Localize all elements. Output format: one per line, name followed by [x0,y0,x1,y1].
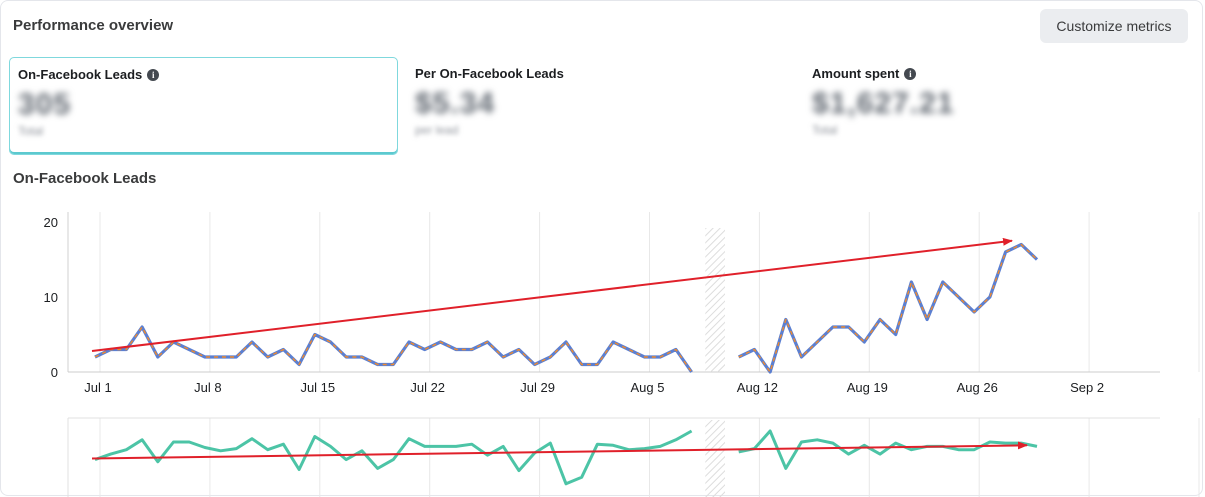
leads-series-line [94,325,693,373]
trend-arrow-up [91,237,1013,352]
chart-section-title: On-Facebook Leads [13,170,157,187]
gap-region [705,420,725,497]
metric-value: $5.34 [415,87,496,120]
x-tick-label: Jul 22 [410,380,445,395]
chart-grid [67,212,1200,497]
trend-arrow-down [91,441,1028,460]
y-tick-label: 0 [51,365,58,380]
x-tick-label: Jul 1 [84,380,111,395]
page-title: Performance overview [13,17,174,34]
metric-subtext: Total [18,124,44,138]
metric-subtext: Total [812,123,838,137]
x-tick-label: Aug 12 [737,380,778,395]
customize-metrics-button[interactable]: Customize metrics [1040,9,1188,43]
x-tick-label: Jul 15 [300,380,335,395]
metric-label-row: Amount spent i [812,66,1176,81]
metric-label-row: On-Facebook Leads i [18,67,389,82]
metric-card-leads[interactable]: On-Facebook Leads i 305 Total [9,57,398,155]
x-tick-label: Jul 8 [194,380,221,395]
leads-series-dash [94,326,693,373]
y-tick-label: 10 [44,290,58,305]
metric-label: Per On-Facebook Leads [415,66,564,81]
info-icon[interactable]: i [147,68,160,81]
info-icon[interactable]: i [904,67,917,80]
cost-series-line [94,429,693,486]
x-tick-label: Jul 29 [520,380,555,395]
leads-series-dash [738,243,1038,373]
gap-region [705,228,725,372]
x-tick-label: Aug 5 [631,380,665,395]
metric-card-cost-per-lead[interactable]: Per On-Facebook Leads $5.34 per lead [407,57,787,155]
x-tick-label: Sep 2 [1070,380,1104,395]
metric-subtext: per lead [415,123,459,137]
y-tick-label: 20 [44,215,58,230]
x-tick-label: Aug 26 [957,380,998,395]
metric-value: 305 [18,88,72,121]
metric-value: $1,627.21 [812,87,955,120]
cost-series-line [738,429,1038,470]
metric-card-amount-spent[interactable]: Amount spent i $1,627.21 Total [804,57,1184,155]
metric-label: On-Facebook Leads [18,67,143,82]
leads-series-line [738,242,1039,374]
metric-label-row: Per On-Facebook Leads [415,66,779,81]
metric-label: Amount spent [812,66,900,81]
x-tick-label: Aug 19 [847,380,888,395]
leads-line-chart: 0 10 20 Jul 1 Jul 8 Jul 15 Jul 22 Jul 29 Aug 5 Au… [44,212,1200,497]
